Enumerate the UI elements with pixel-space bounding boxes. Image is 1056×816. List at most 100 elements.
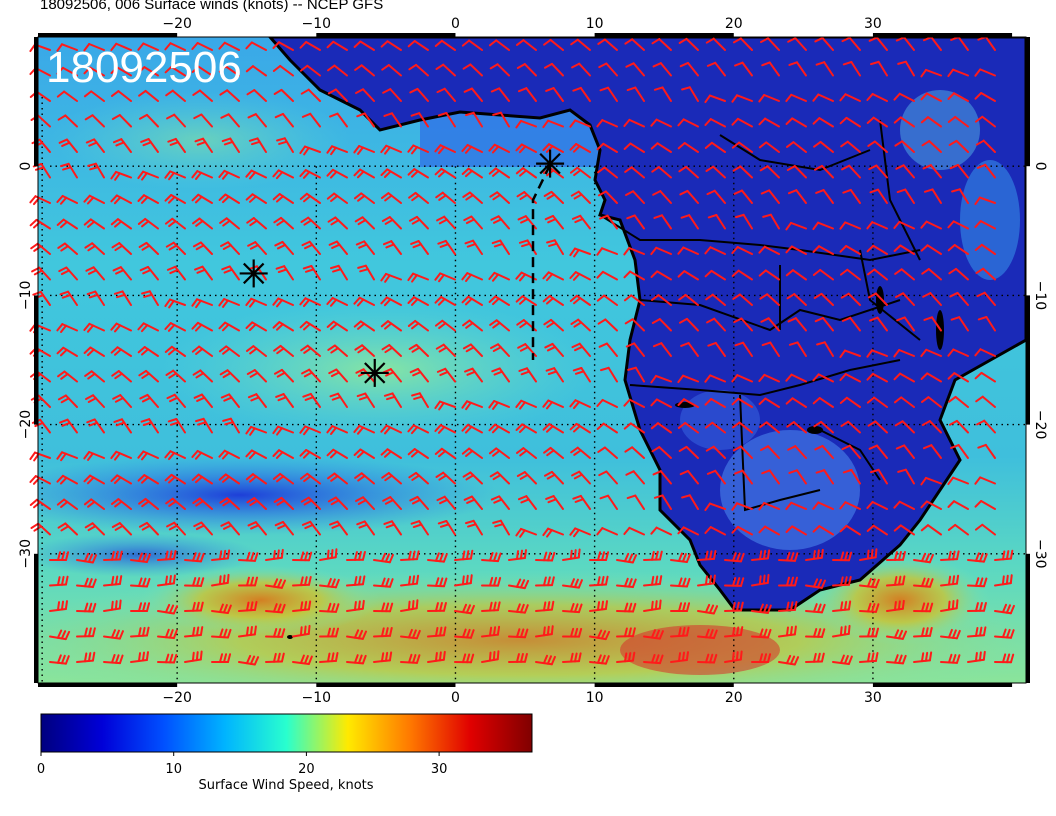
wind-barb: [812, 93, 834, 102]
wind-barb: [562, 602, 583, 614]
wind-barb: [974, 348, 996, 357]
wind-barb: [651, 166, 672, 179]
wind-barb: [461, 39, 483, 51]
wind-barb: [816, 341, 834, 357]
wind-barb: [546, 239, 564, 255]
high-wind-core-east: [620, 625, 780, 675]
wind-barb: [778, 576, 799, 587]
wind-barb: [545, 367, 564, 383]
wind-barb: [111, 114, 132, 128]
wind-barb: [489, 471, 510, 485]
wind-barb: [950, 316, 969, 332]
wind-barb: [758, 502, 780, 511]
wind-barb: [211, 573, 230, 587]
wind-barb: [651, 38, 672, 51]
wind-barb: [436, 495, 456, 510]
wind-barb: [434, 424, 456, 434]
wind-barb: [677, 142, 699, 153]
wind-barb: [787, 317, 807, 332]
wind-barb: [589, 575, 609, 587]
frame-ticks: [34, 33, 1030, 687]
wind-barb: [191, 65, 213, 77]
wind-barb: [949, 291, 969, 306]
wind-barb: [83, 346, 105, 357]
wind-barb: [299, 192, 321, 204]
wind-barb: [488, 400, 510, 410]
wind-barb: [138, 497, 159, 510]
wind-barb: [758, 373, 780, 383]
wind-barb: [192, 217, 213, 230]
wind-barb: [302, 392, 321, 408]
wind-barb: [434, 272, 456, 283]
wind-barb: [731, 525, 753, 536]
wind-barb: [373, 602, 394, 613]
wind-barb: [786, 421, 807, 434]
wind-barb: [191, 298, 213, 309]
wind-barb: [407, 144, 429, 155]
wind-barb: [138, 369, 159, 383]
wind-barb: [301, 368, 321, 383]
wind-barb: [138, 89, 159, 102]
wind-barb: [219, 497, 240, 510]
wind-barb: [947, 348, 969, 357]
wind-barb: [623, 118, 645, 128]
wind-barb: [49, 654, 70, 665]
wind-barb: [813, 420, 834, 434]
wind-barb: [356, 392, 375, 408]
wind-barb: [839, 245, 861, 255]
wind-barb: [488, 271, 510, 282]
wind-barb: [327, 472, 348, 485]
frame-tick-bottom: [38, 683, 178, 687]
frame-tick-top: [872, 33, 1013, 37]
wind-barb: [569, 527, 591, 538]
wind-barb: [786, 165, 807, 179]
wind-barb: [481, 576, 502, 587]
wind-barb: [83, 43, 105, 52]
wind-barb: [353, 424, 375, 435]
wind-barb: [650, 398, 672, 408]
wind-barb: [238, 551, 259, 562]
wind-barb: [734, 61, 753, 77]
wind-barb: [948, 419, 969, 434]
wind-barb: [275, 393, 294, 408]
wind-barb: [380, 272, 402, 283]
wind-barb: [29, 498, 51, 510]
wind-barb: [211, 603, 232, 614]
wind-barb: [950, 444, 969, 459]
markers: [239, 149, 565, 387]
frame-tick-left: [34, 295, 38, 425]
wind-barb: [489, 191, 510, 204]
wind-barb: [940, 599, 959, 612]
wind-barb: [517, 87, 537, 102]
wind-barb: [542, 527, 564, 538]
wind-barb: [327, 496, 348, 510]
wind-barb: [488, 143, 510, 154]
wind-barb: [407, 424, 429, 435]
colorbar-tick-label: 30: [431, 762, 448, 777]
lon-tick-label-bottom: 10: [586, 690, 604, 706]
wind-barb: [299, 425, 321, 436]
wind-barb: [920, 220, 942, 230]
wind-barb: [489, 319, 510, 332]
wind-barb: [462, 343, 483, 357]
wind-barb: [814, 316, 834, 332]
wind-barb: [110, 66, 132, 77]
wind-barb: [346, 629, 368, 640]
wind-barb: [893, 396, 915, 408]
wind-barb: [886, 599, 905, 612]
lat-tick-label-right: 0: [1032, 162, 1048, 171]
wind-barb: [731, 141, 753, 153]
wind-barb: [974, 115, 996, 128]
wind-barb: [218, 449, 240, 460]
wind-barb: [832, 654, 853, 665]
wind-barb: [572, 367, 591, 383]
wind-barb: [461, 447, 483, 459]
land-texture-south: [720, 430, 860, 550]
wind-barb: [400, 653, 421, 664]
wind-barb: [292, 551, 313, 562]
wind-barb: [562, 578, 583, 589]
wind-barb: [868, 36, 888, 51]
wind-barb: [733, 189, 753, 204]
wind-barb: [895, 164, 915, 179]
wind-barb: [381, 64, 402, 77]
